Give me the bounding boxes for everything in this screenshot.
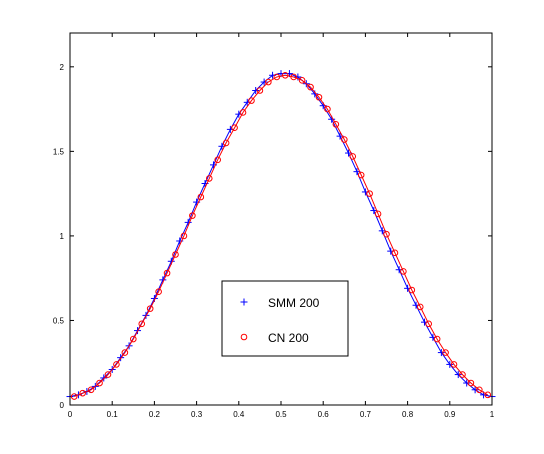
data-point-cn-200 <box>113 361 120 368</box>
data-point-cn-200 <box>180 232 188 240</box>
legend: SMM 200 CN 200 <box>221 280 349 357</box>
data-point-cn-200 <box>214 156 221 164</box>
series-layer <box>66 70 496 401</box>
legend-label-smm-200: SMM 200 <box>268 296 320 310</box>
x-tick-label: 0.9 <box>444 410 456 419</box>
data-point-cn-200 <box>433 335 441 343</box>
data-point-cn-200 <box>273 73 281 81</box>
data-point-cn-200 <box>442 349 449 356</box>
y-tick-label: 1.5 <box>53 147 65 156</box>
data-point-smm-200 <box>437 349 445 357</box>
data-point-cn-200 <box>197 193 205 201</box>
data-point-cn-200 <box>231 124 238 131</box>
data-point-smm-200 <box>471 386 479 394</box>
ticks-layer: 0 0.1 0.2 0.3 0.4 0.5 0.6 0.7 0.8 0.9 1 0 0.5 1 1.5 2 <box>53 33 495 419</box>
data-point-cn-200 <box>239 109 247 116</box>
x-tick-label: 0.7 <box>360 410 372 419</box>
data-point-cn-200 <box>425 320 433 328</box>
data-point-cn-200 <box>476 386 483 394</box>
data-point-cn-200 <box>248 97 255 104</box>
data-point-cn-200 <box>450 361 458 368</box>
data-point-cn-200 <box>341 136 348 143</box>
y-tick-label: 1 <box>60 232 65 241</box>
data-point-smm-200 <box>294 73 302 81</box>
data-point-cn-200 <box>324 105 331 113</box>
data-point-smm-200 <box>446 360 454 368</box>
x-tick-label: 0.4 <box>233 410 245 419</box>
x-tick-label: 0.8 <box>402 410 414 419</box>
data-point-cn-200 <box>281 71 289 79</box>
data-point-cn-200 <box>298 77 306 84</box>
data-point-cn-200 <box>400 268 407 275</box>
data-point-cn-200 <box>189 212 196 219</box>
y-tick-label: 0 <box>60 401 65 410</box>
data-point-cn-200 <box>383 230 390 238</box>
data-point-smm-200 <box>454 371 462 379</box>
data-point-cn-200 <box>79 389 86 397</box>
data-point-cn-200 <box>265 78 272 86</box>
data-point-cn-200 <box>357 171 365 179</box>
data-point-cn-200 <box>416 303 424 311</box>
data-point-cn-200 <box>366 190 373 197</box>
data-point-cn-200 <box>130 335 137 343</box>
x-tick-label: 0.3 <box>191 410 203 419</box>
x-tick-label: 1 <box>490 410 495 419</box>
data-point-cn-200 <box>205 175 213 182</box>
x-tick-label: 0.2 <box>149 410 161 419</box>
legend-marker-smm-200 <box>240 298 248 306</box>
y-tick-label: 2 <box>60 63 65 72</box>
data-point-cn-200 <box>163 269 171 277</box>
legend-marker-cn-200 <box>240 333 248 341</box>
data-point-cn-200 <box>467 379 475 387</box>
x-tick-label: 0.5 <box>275 410 287 419</box>
legend-symbol-cn-200 <box>240 333 248 341</box>
data-point-smm-200 <box>100 374 108 382</box>
data-point-cn-200 <box>155 288 162 296</box>
data-point-cn-200 <box>349 153 357 160</box>
data-point-smm-200 <box>252 86 260 94</box>
x-tick-label: 0 <box>68 410 73 419</box>
data-point-cn-200 <box>256 87 264 94</box>
data-point-cn-200 <box>459 371 466 378</box>
data-point-cn-200 <box>70 393 78 400</box>
data-point-cn-200 <box>172 251 179 258</box>
data-point-cn-200 <box>290 73 297 81</box>
data-point-cn-200 <box>222 139 230 147</box>
legend-box <box>221 280 349 357</box>
data-point-cn-200 <box>104 371 112 378</box>
y-tick-label: 0.5 <box>53 316 65 325</box>
data-point-cn-200 <box>146 305 154 312</box>
data-point-cn-200 <box>96 379 103 387</box>
data-point-cn-200 <box>374 210 382 218</box>
data-point-smm-200 <box>260 78 268 86</box>
legend-symbol-smm-200 <box>240 298 248 306</box>
data-point-cn-200 <box>138 320 146 328</box>
data-point-cn-200 <box>87 386 95 394</box>
data-point-cn-200 <box>121 349 129 356</box>
data-point-smm-200 <box>463 379 471 387</box>
x-tick-label: 0.1 <box>107 410 119 419</box>
data-point-cn-200 <box>307 83 314 91</box>
data-point-cn-200 <box>484 391 492 399</box>
data-point-cn-200 <box>391 249 399 257</box>
data-point-cn-200 <box>315 93 323 101</box>
x-tick-label: 0.6 <box>318 410 330 419</box>
data-point-cn-200 <box>408 286 416 294</box>
legend-label-cn-200: CN 200 <box>268 331 309 345</box>
data-point-cn-200 <box>332 121 340 128</box>
data-point-smm-200 <box>117 354 125 362</box>
